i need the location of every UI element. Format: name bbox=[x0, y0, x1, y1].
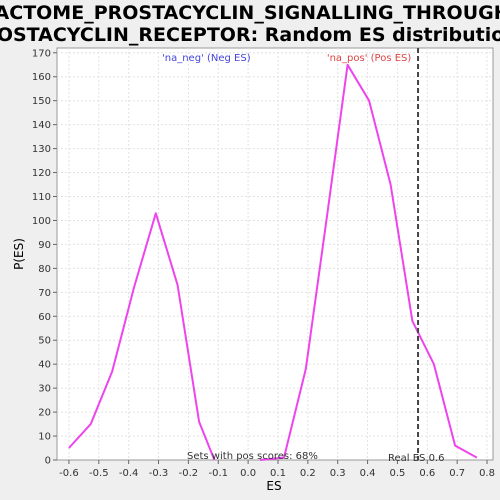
x-tick-label: 0.0 bbox=[240, 468, 256, 479]
x-tick-label: 0.8 bbox=[479, 468, 495, 479]
x-tick-label: -0.6 bbox=[59, 468, 79, 479]
x-tick-label: -0.1 bbox=[209, 468, 229, 479]
y-tick-label: 80 bbox=[38, 264, 51, 275]
y-tick-label: 60 bbox=[38, 312, 51, 323]
x-tick-label: 0.6 bbox=[419, 468, 435, 479]
x-tick-label: -0.4 bbox=[119, 468, 139, 479]
x-axis-label: ES bbox=[266, 479, 281, 493]
y-tick-label: 0 bbox=[45, 456, 51, 467]
gridlines bbox=[57, 48, 493, 460]
y-tick-label: 100 bbox=[32, 216, 51, 227]
y-tick-label: 50 bbox=[38, 336, 51, 347]
pos-es-series-line bbox=[260, 63, 478, 461]
x-tick-label: 0.2 bbox=[300, 468, 316, 479]
y-tick-label: 20 bbox=[38, 408, 51, 419]
chart-title-line-1: REACTOME_PROSTACYCLIN_SIGNALLING_THROUGH… bbox=[0, 2, 500, 24]
y-tick-label: 150 bbox=[32, 96, 51, 107]
axis-ticks: -0.6 -0.5 -0.4 -0.3 -0.2 -0.1 0.0 0.1 0.2 0.3 0.4 0… bbox=[32, 48, 495, 479]
y-tick-label: 140 bbox=[32, 120, 51, 131]
y-tick-label: 130 bbox=[32, 144, 51, 155]
legend-label-pos: 'na_pos' (Pos ES) bbox=[327, 53, 412, 64]
x-tick-label: -0.3 bbox=[149, 468, 169, 479]
y-tick-label: 110 bbox=[32, 192, 51, 203]
y-tick-label: 10 bbox=[38, 432, 51, 443]
y-tick-label: 30 bbox=[38, 384, 51, 395]
x-tick-label: -0.5 bbox=[89, 468, 109, 479]
x-tick-label: 0.7 bbox=[449, 468, 465, 479]
y-tick-label: 70 bbox=[38, 288, 51, 299]
y-tick-label: 90 bbox=[38, 240, 51, 251]
y-tick-label: 160 bbox=[32, 72, 51, 83]
y-tick-label: 120 bbox=[32, 168, 51, 179]
x-tick-label: 0.1 bbox=[270, 468, 286, 479]
real-es-label: Real ES 0.6 bbox=[388, 453, 444, 464]
x-tick-label: -0.2 bbox=[179, 468, 199, 479]
pos-scores-annotation: Sets with pos scores: 68% bbox=[187, 451, 318, 462]
y-axis-label: P(ES) bbox=[12, 238, 26, 270]
x-tick-label: 0.3 bbox=[330, 468, 346, 479]
y-tick-label: 40 bbox=[38, 360, 51, 371]
neg-es-series-line bbox=[68, 212, 216, 461]
x-tick-label: 0.4 bbox=[360, 468, 376, 479]
legend-label-neg: 'na_neg' (Neg ES) bbox=[162, 53, 251, 64]
series-lines bbox=[68, 63, 478, 461]
chart-title-line-2: ROSTACYCLIN_RECEPTOR: Random ES distribu… bbox=[0, 24, 500, 46]
y-tick-label: 170 bbox=[32, 48, 51, 59]
x-tick-label: 0.5 bbox=[389, 468, 405, 479]
plot-area bbox=[56, 47, 494, 461]
